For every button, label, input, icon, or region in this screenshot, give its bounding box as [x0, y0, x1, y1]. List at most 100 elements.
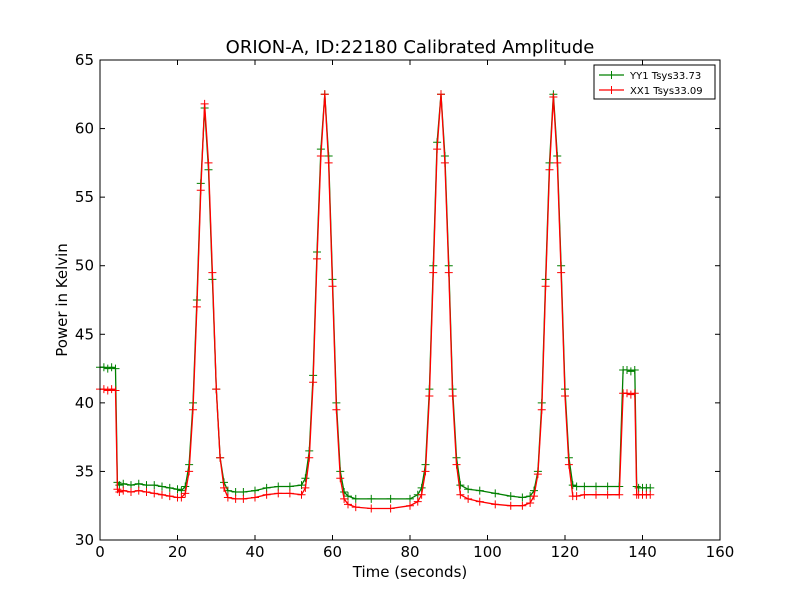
data-point	[491, 489, 500, 498]
data-point	[328, 282, 337, 291]
data-point	[150, 489, 159, 498]
data-point	[231, 494, 240, 503]
legend-item: YY1 Tsys33.73	[599, 71, 701, 82]
data-point	[630, 365, 639, 374]
data-point	[448, 392, 457, 400]
data-point	[351, 494, 360, 503]
data-point	[537, 405, 546, 414]
data-point	[297, 490, 306, 499]
data-point	[545, 165, 554, 174]
y-axis-label: Power in Kelvin	[53, 243, 71, 357]
data-point	[421, 467, 430, 476]
data-point	[340, 488, 349, 496]
data-point	[158, 490, 166, 499]
data-point	[572, 492, 581, 501]
data-point	[626, 390, 635, 399]
data-point	[425, 392, 434, 400]
data-point	[406, 501, 414, 510]
y-tick-label: 35	[75, 462, 94, 480]
data-point	[646, 490, 655, 499]
data-point	[417, 483, 426, 492]
x-tick-label: 160	[706, 543, 735, 561]
data-point	[165, 483, 174, 492]
chart-title: ORION-A, ID:22180 Calibrated Amplitude	[226, 37, 595, 58]
x-tick-label: 20	[168, 543, 187, 561]
y-tick-label: 60	[75, 120, 94, 138]
data-point	[216, 453, 225, 462]
data-point	[165, 492, 174, 501]
x-tick-label: 40	[245, 543, 264, 561]
data-point	[580, 482, 589, 491]
data-point	[142, 488, 151, 496]
data-point	[181, 482, 190, 491]
data-point	[158, 482, 166, 491]
x-tick-label: 80	[400, 543, 419, 561]
data-point	[115, 488, 124, 496]
legend-item: XX1 Tsys33.09	[599, 86, 703, 97]
data-point	[103, 386, 112, 395]
data-point	[561, 392, 569, 400]
data-point	[623, 365, 631, 374]
data-point	[181, 489, 190, 498]
data-point	[200, 99, 209, 108]
data-point	[196, 186, 205, 195]
data-point	[336, 474, 345, 483]
data-point	[630, 389, 639, 398]
data-point	[127, 488, 135, 496]
data-point	[564, 460, 573, 469]
series-2	[96, 90, 655, 513]
data-point	[351, 503, 360, 512]
data-point	[506, 501, 515, 510]
data-point	[491, 500, 500, 509]
data-point	[444, 268, 453, 277]
data-point	[204, 158, 213, 167]
legend-box	[593, 64, 716, 100]
data-point	[413, 497, 422, 506]
data-point	[324, 158, 333, 167]
data-point	[127, 481, 135, 490]
data-point	[150, 481, 159, 490]
data-point	[313, 254, 321, 263]
data-point	[301, 483, 310, 492]
data-point	[464, 485, 473, 494]
data-point	[518, 501, 527, 510]
data-point	[623, 389, 631, 398]
data-point	[107, 385, 116, 394]
legend-label: YY1 Tsys33.73	[629, 71, 701, 82]
data-point	[526, 498, 535, 507]
x-tick-label: 120	[551, 543, 580, 561]
data-point	[134, 479, 143, 488]
legend: YY1 Tsys33.73 XX1 Tsys33.09	[593, 64, 716, 100]
data-point	[285, 482, 294, 491]
data-point	[316, 152, 325, 160]
series-layer	[96, 90, 655, 513]
data-point	[107, 363, 116, 372]
data-point	[189, 405, 197, 414]
data-point	[99, 363, 108, 372]
data-point	[251, 493, 259, 502]
x-tick-label: 100	[473, 543, 502, 561]
data-point	[177, 493, 186, 502]
data-point	[456, 490, 465, 499]
data-point	[103, 364, 112, 373]
data-point	[417, 490, 426, 499]
data-point	[549, 93, 558, 102]
y-tick-label: 40	[75, 394, 94, 412]
y-tick-label: 55	[75, 188, 94, 206]
data-point	[568, 481, 577, 490]
data-point	[301, 474, 310, 483]
y-tick-label: 30	[75, 531, 94, 549]
data-point	[603, 490, 612, 499]
data-point	[592, 490, 600, 499]
data-point	[437, 90, 445, 99]
data-point	[506, 492, 515, 501]
data-point	[626, 367, 635, 376]
data-point	[367, 504, 376, 513]
data-point	[99, 385, 108, 394]
data-point	[285, 489, 294, 498]
data-point	[223, 493, 232, 502]
legend-marker	[607, 86, 616, 94]
data-point	[274, 482, 283, 491]
x-axis-label: Time (seconds)	[352, 563, 468, 581]
